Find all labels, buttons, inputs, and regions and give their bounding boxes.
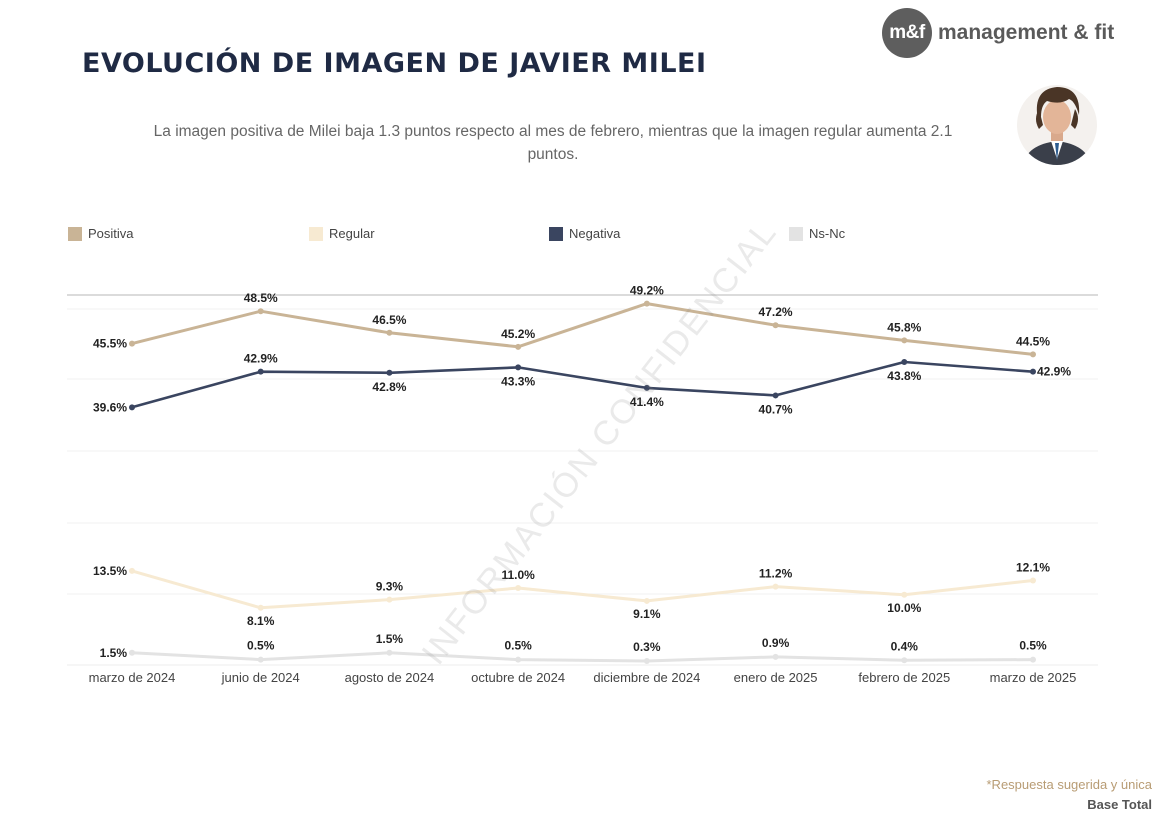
point-regular-6 xyxy=(901,591,908,598)
legend-item-nsnc: Ns-Nc xyxy=(789,226,845,241)
legend-swatch-positiva xyxy=(68,226,82,241)
point-positiva-4 xyxy=(643,300,650,307)
data-label-negativa-6: 43.8% xyxy=(887,369,921,383)
legend-label-regular: Regular xyxy=(329,226,375,241)
point-nsnc-7 xyxy=(1030,656,1036,663)
point-positiva-6 xyxy=(901,337,908,344)
data-label-regular-2: 9.3% xyxy=(376,580,404,594)
point-regular-4 xyxy=(643,597,650,604)
point-nsnc-6 xyxy=(901,657,908,664)
point-positiva-3 xyxy=(515,343,522,350)
data-label-nsnc-0: 1.5% xyxy=(100,646,128,660)
point-regular-5 xyxy=(772,583,779,590)
x-tick-label-3: octubre de 2024 xyxy=(471,670,565,685)
data-label-positiva-3: 45.2% xyxy=(501,327,535,341)
line-chart: 45.5% 48.5% 46.5% 45.2% 49.2% 47.2% 45.8% 44.5%… xyxy=(67,285,1098,685)
x-tick-label-0: marzo de 2024 xyxy=(89,670,176,685)
data-label-positiva-2: 46.5% xyxy=(372,313,406,327)
legend-item-positiva: Positiva xyxy=(68,226,134,241)
point-positiva-0 xyxy=(129,340,135,347)
data-label-nsnc-1: 0.5% xyxy=(247,639,275,653)
data-label-positiva-4: 49.2% xyxy=(630,285,664,298)
page-subtitle: La imagen positiva de Milei baja 1.3 pun… xyxy=(153,123,953,163)
data-label-regular-5: 11.2% xyxy=(759,567,793,581)
data-label-negativa-7: 42.9% xyxy=(1037,365,1071,379)
point-nsnc-2 xyxy=(386,649,393,656)
data-label-negativa-3: 43.3% xyxy=(501,374,535,388)
x-tick-label-2: agosto de 2024 xyxy=(345,670,435,685)
point-negativa-2 xyxy=(386,369,393,376)
chart-legend: Positiva Regular Negativa Ns-Nc xyxy=(0,226,1161,246)
point-negativa-6 xyxy=(901,358,908,365)
legend-swatch-negativa xyxy=(549,226,563,241)
data-label-positiva-0: 45.5% xyxy=(93,337,127,351)
data-label-nsnc-4: 0.3% xyxy=(633,640,661,654)
point-negativa-7 xyxy=(1030,368,1036,375)
data-label-positiva-1: 48.5% xyxy=(244,291,278,305)
legend-swatch-regular xyxy=(309,226,323,241)
data-label-negativa-0: 39.6% xyxy=(93,400,127,414)
point-negativa-1 xyxy=(257,368,264,375)
series-line-nsnc xyxy=(131,651,1034,663)
legend-label-positiva: Positiva xyxy=(88,226,134,241)
data-label-nsnc-2: 1.5% xyxy=(376,632,404,646)
base-note: Base Total xyxy=(1087,797,1152,812)
series-line-positiva xyxy=(131,302,1034,356)
legend-label-negativa: Negativa xyxy=(569,226,621,241)
point-nsnc-0 xyxy=(129,649,135,656)
point-regular-1 xyxy=(257,604,264,611)
x-tick-label-6: febrero de 2025 xyxy=(858,670,950,685)
data-label-negativa-4: 41.4% xyxy=(630,395,664,409)
data-label-negativa-1: 42.9% xyxy=(244,352,278,366)
page-title: EVOLUCIÓN DE IMAGEN DE JAVIER MILEI xyxy=(82,48,707,79)
point-negativa-5 xyxy=(772,392,779,399)
point-regular-3 xyxy=(515,584,522,591)
point-positiva-2 xyxy=(386,329,393,336)
x-tick-label-5: enero de 2025 xyxy=(734,670,818,685)
data-label-negativa-2: 42.8% xyxy=(372,380,406,394)
point-regular-7 xyxy=(1030,577,1036,584)
data-label-regular-4: 9.1% xyxy=(633,607,661,621)
point-nsnc-4 xyxy=(643,657,650,664)
footnote: *Respuesta sugerida y única xyxy=(986,777,1153,792)
point-negativa-4 xyxy=(643,384,650,391)
data-label-nsnc-3: 0.5% xyxy=(504,639,532,653)
x-tick-label-1: junio de 2024 xyxy=(221,670,300,685)
legend-swatch-nsnc xyxy=(789,226,803,241)
legend-label-nsnc: Ns-Nc xyxy=(809,226,846,241)
data-label-regular-1: 8.1% xyxy=(247,614,275,628)
data-label-positiva-7: 44.5% xyxy=(1016,334,1050,348)
data-label-nsnc-7: 0.5% xyxy=(1019,639,1047,653)
data-label-nsnc-5: 0.9% xyxy=(762,636,790,650)
data-label-positiva-6: 45.8% xyxy=(887,320,921,334)
point-negativa-3 xyxy=(515,364,522,371)
x-tick-label-7: marzo de 2025 xyxy=(990,670,1077,685)
data-label-regular-7: 12.1% xyxy=(1016,560,1050,574)
legend-item-negativa: Negativa xyxy=(549,226,620,241)
point-positiva-7 xyxy=(1030,351,1036,358)
point-regular-0 xyxy=(129,567,135,574)
milei-portrait xyxy=(1017,85,1097,165)
data-label-nsnc-6: 0.4% xyxy=(891,639,919,653)
point-nsnc-5 xyxy=(772,653,779,660)
point-nsnc-3 xyxy=(515,656,522,663)
legend-item-regular: Regular xyxy=(309,226,375,241)
series-line-negativa xyxy=(131,360,1034,409)
point-nsnc-1 xyxy=(257,656,264,663)
brand-logo: m&f management & fit xyxy=(882,7,1114,59)
point-positiva-5 xyxy=(772,322,779,329)
data-label-regular-6: 10.0% xyxy=(887,601,921,615)
point-positiva-1 xyxy=(257,308,264,315)
data-label-negativa-5: 40.7% xyxy=(759,402,793,416)
point-regular-2 xyxy=(386,596,393,603)
logo-mark: m&f xyxy=(882,8,932,58)
data-label-regular-3: 11.0% xyxy=(501,568,535,582)
point-negativa-0 xyxy=(129,404,135,411)
brand-name: management & fit xyxy=(938,21,1115,44)
x-tick-label-4: diciembre de 2024 xyxy=(593,670,700,685)
series-line-regular xyxy=(131,569,1034,610)
data-label-positiva-5: 47.2% xyxy=(759,305,793,319)
data-label-regular-0: 13.5% xyxy=(93,564,127,578)
